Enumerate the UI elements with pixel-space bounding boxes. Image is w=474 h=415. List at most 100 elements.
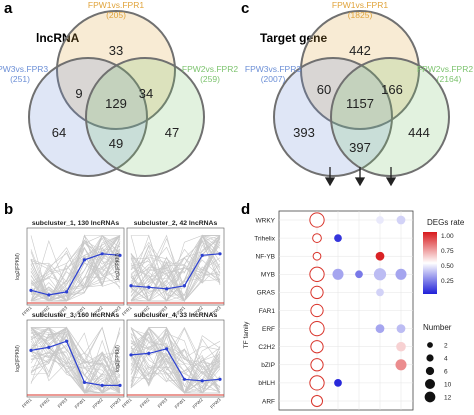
tf-family-label: FAR1 [259,308,276,315]
trajectory-line [130,327,221,388]
venn-a-set1-name: FPW1vs.FPR1 [88,0,144,10]
dot-point [375,324,385,333]
size-legend-dot [427,342,433,348]
mean-point [100,383,104,387]
tf-family-label: MYB [261,272,275,279]
size-legend-dot [425,366,435,376]
dot-point [310,303,324,318]
mean-point [182,284,186,288]
dot-point [396,341,406,352]
dot-point [309,212,325,228]
sample-tick-label: FPW3 [109,397,122,410]
venn-a-top-right: 34 [139,86,153,101]
mean-point [65,290,69,294]
sample-tick-label: FPR2 [39,397,51,409]
mean-line [30,340,120,386]
tf-family-label: ARF [262,398,275,405]
trajectory-line [30,327,121,394]
sample-tick-label: FPR2 [139,397,151,409]
subcluster-ylabel: log2(FPKM) [15,345,21,372]
trajectory-line [130,235,221,290]
mean-point [118,253,122,257]
color-legend-tick: 0.75 [441,248,454,255]
trajectory-line [30,235,121,302]
venn-a-circle-green [85,57,205,177]
mean-line [30,253,121,296]
trajectory-line [130,234,221,302]
trajectory-line [130,354,221,388]
trajectory-line [30,327,121,394]
dot-point [310,394,324,408]
trajectory-line [30,327,121,394]
trajectory-line [130,327,221,394]
subcluster-title: subcluster_2, 42 lncRNAs [134,220,218,227]
subcluster-title: subcluster_4, 33 lncRNAs [134,312,218,319]
tf-family-label: ERF [262,326,275,333]
subcluster-panel: subcluster_3, 160 lncRNAs log2(FPKM) FPR1 F… [15,312,125,410]
dot-point [334,234,342,242]
dot-point [310,285,324,300]
sample-tick-label: FPR1 [121,397,133,409]
tf-family-label: C2H2 [258,344,275,351]
trajectory-line [30,270,121,302]
trajectory-line [130,237,221,280]
dot-point [309,375,325,391]
color-legend-tick: 0.25 [441,278,454,285]
venn-c-set1-count: (1825) [348,10,373,20]
dot-point [310,340,324,354]
venn-c-set3-name: FPW2vs.FPR2 [417,64,473,74]
venn-a-center: 129 [105,96,127,111]
trajectory-line [30,348,121,364]
venn-c-center: 1157 [346,96,374,111]
panel-d: d TF family WRKY Trihelix NF-YB MYB GRAS FAR1… [241,201,465,411]
venn-c-left: 393 [293,125,315,140]
panel-d-letter: d [241,201,250,218]
mean-line [130,348,221,382]
mean-point [65,339,69,343]
venn-a-set3-name: FPW2vs.FPR2 [182,64,238,74]
size-legend-dot [424,391,436,403]
subcluster-ylabel: log2(FPKM) [115,345,121,372]
venn-c-right: 444 [408,125,430,140]
size-legend-label: 4 [444,356,448,363]
trajectory-line [30,257,121,302]
venn-c-circle-green [330,57,450,177]
dot-point [376,288,384,297]
subcluster-ylabel: log2(FPKM) [15,253,21,280]
venn-c-set1-name: FPW1vs.FPR1 [332,0,388,10]
mean-point [218,377,222,381]
venn-a-bottom: 49 [109,136,123,151]
dot-point [332,268,344,280]
sample-tick-label: FPW2 [192,397,205,410]
mean-point [165,347,169,351]
mean-point [82,380,86,384]
mean-point [29,348,33,352]
mean-point [100,252,104,256]
color-legend-bar [423,232,437,294]
trajectory-line [30,327,121,394]
mean-point [165,287,169,291]
size-legend-title: Number [423,323,452,332]
trajectory-line [130,334,221,386]
trajectory-line [30,326,121,383]
tf-family-label: GRAS [257,290,276,297]
subcluster-title: subcluster_1, 130 lncRNAs [32,220,119,227]
color-legend-tick: 1.00 [441,233,454,240]
venn-c-top: 442 [349,43,371,58]
dotplot-ylabel: TF family [243,321,250,348]
size-legend: 2 4 6 10 12 [424,342,452,403]
venn-a-top: 33 [109,43,123,58]
sample-tick-label: FPW1 [174,397,187,410]
dot-point [309,266,325,282]
trajectory-line [130,327,221,375]
trajectory-line [30,247,121,286]
sample-tick-label: FPW3 [209,397,222,410]
dot-point [334,379,342,387]
venn-c-circle-blue [273,57,393,177]
venn-a-top-left: 9 [75,86,82,101]
size-legend-label: 10 [444,382,452,389]
venn-a-set3-count: (259) [200,74,220,84]
venn-c-set3-count: (2164) [437,74,462,84]
